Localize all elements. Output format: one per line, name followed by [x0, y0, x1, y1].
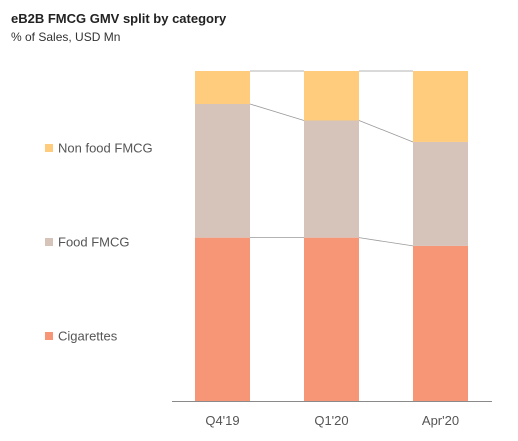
bar-food-fmcg-1: [195, 104, 250, 238]
legend-swatch-non-food-fmcg: [45, 144, 53, 152]
bar-cigarettes-1: [195, 237, 250, 401]
connector-lines: [249, 70, 414, 247]
bar-food-fmcg-2: [304, 120, 359, 238]
chart-subtitle: % of Sales, USD Mn: [11, 30, 120, 44]
bar-non-food-fmcg-2: [304, 71, 359, 121]
x-axis: Q4'19 Q1'20 Apr'20: [172, 401, 492, 428]
legend: Non food FMCG Food FMCG Cigarettes: [45, 141, 153, 344]
connector-line: [358, 237, 414, 247]
x-tick-label: Q1'20: [314, 413, 348, 428]
legend-label-non-food-fmcg: Non food FMCG: [58, 141, 153, 156]
x-tick-label: Apr'20: [422, 413, 459, 428]
bar-cigarettes-2: [304, 237, 359, 401]
chart-title: eB2B FMCG GMV split by category: [11, 11, 227, 26]
legend-label-food-fmcg: Food FMCG: [58, 235, 130, 250]
legend-label-cigarettes: Cigarettes: [58, 329, 118, 344]
connector-line: [358, 120, 414, 143]
bar-non-food-fmcg-1: [195, 71, 250, 104]
x-tick-label: Q4'19: [205, 413, 239, 428]
bar-food-fmcg-3: [413, 141, 468, 246]
bars: [195, 71, 468, 401]
bar-non-food-fmcg-3: [413, 71, 468, 142]
legend-swatch-food-fmcg: [45, 238, 53, 246]
legend-swatch-cigarettes: [45, 332, 53, 340]
bar-cigarettes-3: [413, 245, 468, 401]
connector-line: [249, 103, 305, 121]
